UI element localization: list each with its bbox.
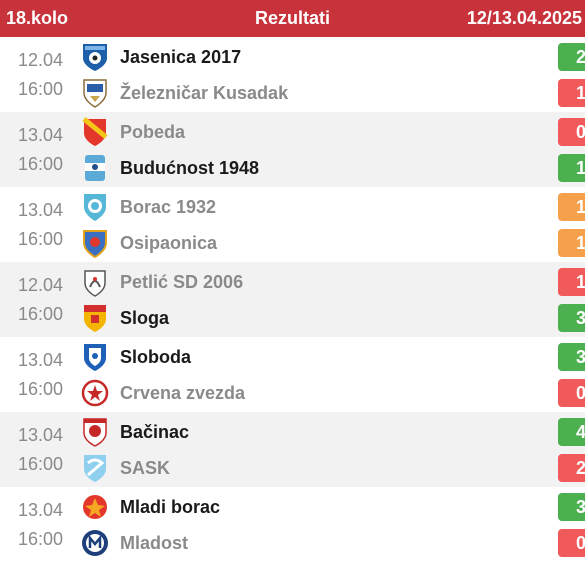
home-team-row[interactable]: Borac 1932 1 xyxy=(80,191,585,223)
jasenica-crest-icon xyxy=(80,42,110,72)
match-row[interactable]: 12.04 16:00 Petlić SD 2006 1 Sloga 3 xyxy=(0,262,585,337)
match-date: 13.04 xyxy=(18,350,64,370)
away-team-row[interactable]: Sloga 3 xyxy=(80,302,585,334)
away-team-name: SASK xyxy=(120,457,171,478)
away-team-row[interactable]: Mladost 0 xyxy=(80,527,585,559)
home-score-badge: 3 xyxy=(558,493,585,521)
match-date: 13.04 xyxy=(18,200,64,220)
match-time: 16:00 xyxy=(18,379,64,399)
away-score-badge: 2 xyxy=(558,454,585,482)
home-score-badge: 1 xyxy=(558,193,585,221)
home-team-row[interactable]: Jasenica 2017 2 xyxy=(80,41,585,73)
home-score-badge: 1 xyxy=(558,268,585,296)
away-team-row[interactable]: Crvena zvezda 0 xyxy=(80,377,585,409)
away-score-badge: 0 xyxy=(558,529,585,557)
match-list: 12.04 16:00 Jasenica 2017 2 Železničar Kusad… xyxy=(0,37,585,562)
home-team-row[interactable]: Sloboda 3 xyxy=(80,341,585,373)
match-row[interactable]: 13.04 16:00 Mladi borac 3 Mladost 0 xyxy=(0,487,585,562)
home-team-row[interactable]: Petlić SD 2006 1 xyxy=(80,266,585,298)
home-score-badge: 3 xyxy=(558,343,585,371)
away-team-name: Železničar Kusadak xyxy=(120,82,289,103)
bacinac-crest-icon xyxy=(80,417,110,447)
match-row[interactable]: 13.04 16:00 Pobeda 0 Budućnost 1948 1 xyxy=(0,112,585,187)
match-date: 12.04 xyxy=(18,50,64,70)
mladost-crest-icon xyxy=(80,528,110,558)
sloga-crest-icon xyxy=(80,303,110,333)
match-row[interactable]: 13.04 16:00 Bačinac 4 SASK 2 xyxy=(0,412,585,487)
match-row[interactable]: 13.04 16:00 Sloboda 3 Crvena zvezda 0 xyxy=(0,337,585,412)
home-team-row[interactable]: Bačinac 4 xyxy=(80,416,585,448)
match-date: 13.04 xyxy=(18,425,64,445)
match-row[interactable]: 13.04 16:00 Borac 1932 1 Osipaonica 1 xyxy=(0,187,585,262)
home-team-name: Petlić SD 2006 xyxy=(120,271,244,292)
away-team-row[interactable]: Železničar Kusadak 1 xyxy=(80,77,585,109)
sask-crest-icon xyxy=(80,453,110,483)
match-time: 16:00 xyxy=(18,454,64,474)
away-team-name: Osipaonica xyxy=(120,232,218,253)
away-score-badge: 0 xyxy=(558,379,585,407)
away-team-name: Crvena zvezda xyxy=(120,382,246,403)
round-label: 18.kolo xyxy=(6,8,69,28)
home-score-badge: 0 xyxy=(558,118,585,146)
match-date: 13.04 xyxy=(18,500,64,520)
home-team-name: Pobeda xyxy=(120,121,186,142)
home-team-name: Sloboda xyxy=(120,346,191,367)
sloboda-crest-icon xyxy=(80,342,110,372)
home-team-name: Jasenica 2017 xyxy=(120,46,242,67)
away-team-row[interactable]: Budućnost 1948 1 xyxy=(80,152,585,184)
home-team-name: Bačinac xyxy=(120,421,190,442)
mladi-borac-crest-icon xyxy=(80,492,110,522)
match-time: 16:00 xyxy=(18,154,64,174)
petlic-crest-icon xyxy=(80,267,110,297)
match-time: 16:00 xyxy=(18,304,64,324)
borac-crest-icon xyxy=(80,192,110,222)
header-dates: 12/13.04.2025 xyxy=(466,8,582,28)
home-score-badge: 4 xyxy=(558,418,585,446)
away-score-badge: 1 xyxy=(558,79,585,107)
osipaonica-crest-icon xyxy=(80,228,110,258)
match-row[interactable]: 12.04 16:00 Jasenica 2017 2 Železničar Kusad… xyxy=(0,37,585,112)
home-team-row[interactable]: Pobeda 0 xyxy=(80,116,585,148)
away-team-row[interactable]: SASK 2 xyxy=(80,452,585,484)
zeleznicar-crest-icon xyxy=(80,78,110,108)
crvena-zvezda-crest-icon xyxy=(80,378,110,408)
results-header: 18.kolo Rezultati 12/13.04.2025 xyxy=(0,0,585,37)
home-score-badge: 2 xyxy=(558,43,585,71)
away-score-badge: 1 xyxy=(558,154,585,182)
away-team-name: Mladost xyxy=(120,532,189,553)
away-team-row[interactable]: Osipaonica 1 xyxy=(80,227,585,259)
away-score-badge: 3 xyxy=(558,304,585,332)
home-team-name: Mladi borac xyxy=(120,496,221,517)
match-date: 12.04 xyxy=(18,275,64,295)
away-team-name: Sloga xyxy=(120,307,170,328)
away-score-badge: 1 xyxy=(558,229,585,257)
match-time: 16:00 xyxy=(18,229,64,249)
pobeda-crest-icon xyxy=(80,117,110,147)
buducnost-crest-icon xyxy=(80,153,110,183)
away-team-name: Budućnost 1948 xyxy=(120,157,260,178)
match-time: 16:00 xyxy=(18,529,64,549)
home-team-name: Borac 1932 xyxy=(120,196,217,217)
match-date: 13.04 xyxy=(18,125,64,145)
home-team-row[interactable]: Mladi borac 3 xyxy=(80,491,585,523)
match-time: 16:00 xyxy=(18,79,64,99)
